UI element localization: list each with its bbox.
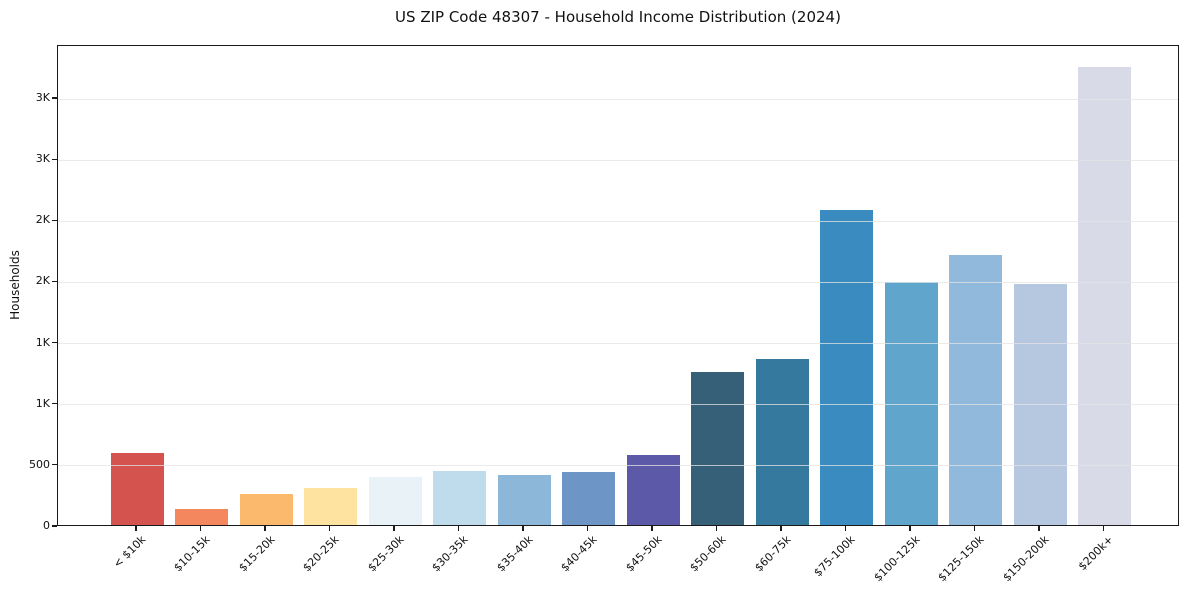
x-tick-mark	[1102, 526, 1105, 531]
y-tick-label: 3K	[35, 152, 50, 166]
x-tick-label: $30-35k	[429, 533, 471, 575]
bar	[497, 474, 551, 525]
y-tick-label: 1K	[35, 335, 50, 349]
x-tick-label: $35-40k	[493, 533, 536, 575]
x-tick-mark	[651, 526, 653, 531]
chart-title: US ZIP Code 48307 - Household Income Dis…	[395, 8, 841, 26]
bar	[884, 282, 938, 525]
y-tick-label: 0	[43, 519, 50, 532]
y-tick-mark	[52, 97, 57, 99]
x-tick-label: $100-125k	[871, 533, 923, 585]
gridline	[58, 98, 1178, 100]
bar	[949, 254, 1002, 525]
bar	[1078, 66, 1131, 525]
y-tick-mark	[52, 341, 57, 344]
y-tick-mark	[52, 158, 57, 160]
x-tick-mark	[522, 526, 524, 531]
x-tick-label: $200k+	[1075, 533, 1116, 574]
x-tick-label: $15-20k	[235, 533, 278, 575]
y-tick-label: 1K	[35, 396, 50, 410]
x-tick-label: $45-50k	[622, 533, 665, 575]
bar	[755, 358, 809, 525]
x-tick-mark	[586, 526, 589, 531]
x-tick-mark	[457, 526, 460, 531]
y-tick-label: 2K	[35, 274, 50, 288]
x-tick-mark	[780, 526, 782, 531]
x-tick-label: $125-150k	[935, 533, 987, 585]
y-tick-mark	[52, 280, 57, 283]
y-tick-label: 2K	[35, 213, 50, 227]
x-tick-mark	[1038, 526, 1040, 531]
x-tick-label: $40-45k	[558, 533, 600, 575]
gridline	[58, 281, 1178, 283]
x-tick-label: $60-75k	[751, 533, 794, 575]
gridline	[58, 465, 1178, 467]
y-tick-mark	[52, 464, 57, 466]
x-tick-mark	[715, 526, 718, 531]
x-tick-label: $150-200k	[1000, 533, 1052, 585]
bar	[239, 494, 293, 525]
gridline	[58, 404, 1178, 406]
bar	[433, 471, 486, 525]
plot-area	[57, 45, 1179, 526]
bar	[110, 452, 164, 525]
y-tick-label: 500	[29, 457, 50, 471]
x-tick-mark	[328, 526, 331, 531]
bar	[175, 508, 228, 525]
bar	[626, 454, 680, 525]
x-tick-mark	[264, 526, 266, 531]
x-tick-mark	[973, 526, 976, 531]
y-tick-mark	[52, 403, 57, 405]
x-tick-mark	[199, 526, 202, 531]
bar	[562, 472, 615, 525]
bar	[368, 476, 422, 525]
x-tick-label: $10-15k	[171, 533, 213, 575]
x-tick-mark	[135, 526, 137, 531]
x-tick-label: $75-100k	[811, 533, 858, 580]
x-tick-mark	[393, 526, 395, 531]
y-tick-mark	[52, 525, 57, 527]
gridline	[58, 343, 1178, 345]
gridline	[58, 220, 1178, 222]
x-tick-mark	[909, 526, 911, 531]
bar	[691, 372, 744, 525]
x-tick-label: $50-60k	[687, 533, 729, 575]
y-tick-label: 3K	[35, 91, 50, 105]
gridline	[58, 159, 1178, 161]
x-tick-label: < $10k	[110, 533, 149, 571]
y-tick-mark	[52, 219, 57, 221]
bar	[820, 209, 873, 525]
bar	[304, 488, 357, 525]
x-tick-label: $25-30k	[364, 533, 407, 575]
x-tick-mark	[844, 526, 847, 531]
x-tick-label: $20-25k	[300, 533, 342, 575]
